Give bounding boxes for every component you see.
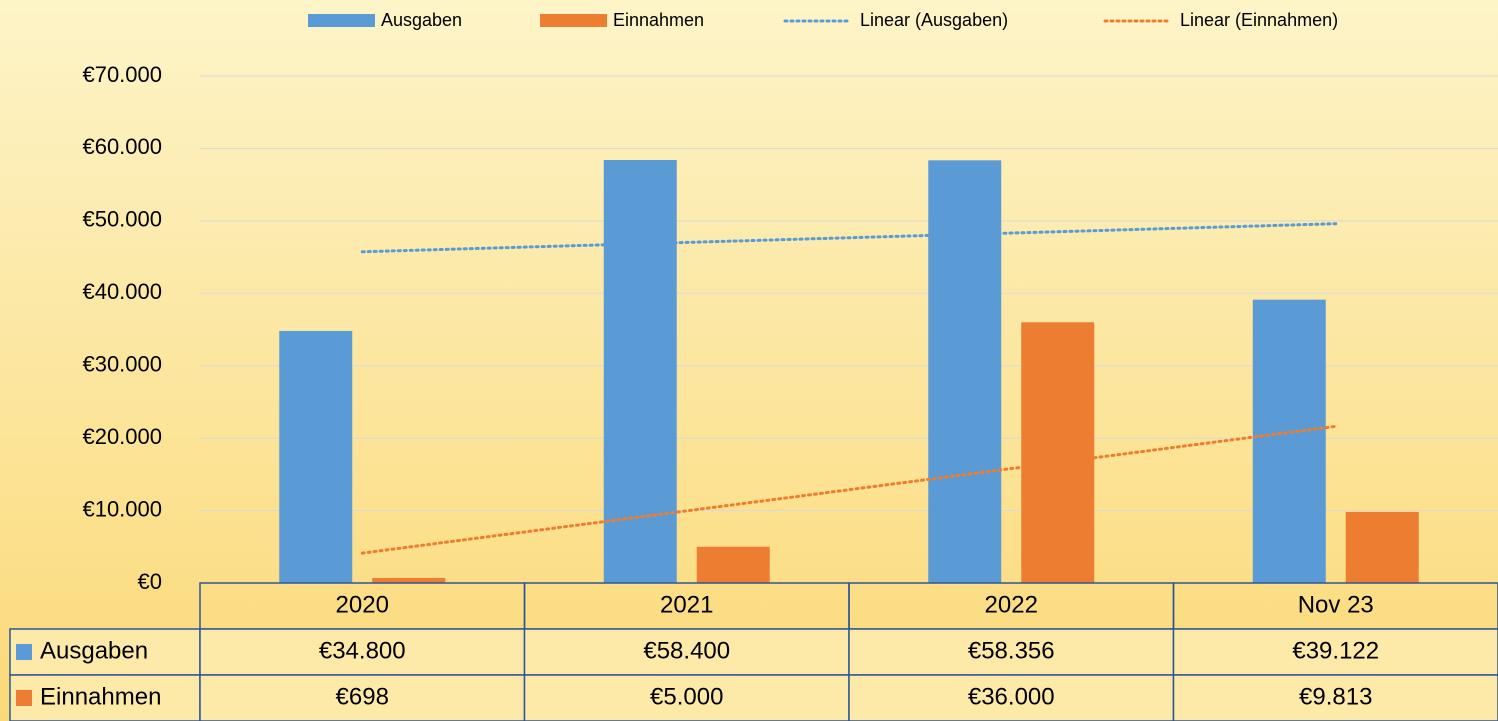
- bar: [696, 546, 770, 583]
- bar: [1345, 511, 1419, 583]
- table-cell: [1172, 628, 1498, 676]
- table-value: €9.813: [1299, 683, 1372, 710]
- table-header: 2020: [336, 591, 389, 618]
- legend-swatch: [308, 14, 375, 27]
- table-value: €36.000: [968, 683, 1055, 710]
- legend-swatch: [540, 14, 607, 27]
- bar: [603, 160, 677, 583]
- bar: [279, 330, 353, 583]
- legend-label: Ausgaben: [381, 10, 462, 30]
- table-row-label: Einnahmen: [40, 683, 161, 710]
- y-tick-label: €60.000: [82, 134, 162, 159]
- table-cell: [523, 628, 850, 676]
- table-cell: [848, 674, 1175, 721]
- table-value: €39.122: [1292, 637, 1379, 664]
- table-header: Nov 23: [1298, 591, 1374, 618]
- y-tick-label: €50.000: [82, 207, 162, 232]
- y-tick-label: €0: [138, 569, 162, 594]
- y-tick-label: €10.000: [82, 496, 162, 521]
- table-cell: [1172, 674, 1498, 721]
- table-key: [16, 690, 32, 706]
- table-value: €58.356: [968, 637, 1055, 664]
- table-value: €5.000: [650, 683, 723, 710]
- legend-label: Linear (Einnahmen): [1180, 10, 1338, 30]
- table-value: €698: [336, 683, 389, 710]
- table-cell: [848, 628, 1175, 676]
- y-tick-label: €20.000: [82, 424, 162, 449]
- table-cell: [523, 674, 850, 721]
- table-cell: [199, 674, 526, 721]
- table-cell: [199, 628, 526, 676]
- table-cell: [9, 674, 201, 721]
- legend-label: Linear (Ausgaben): [860, 10, 1008, 30]
- bar: [928, 160, 1002, 584]
- table-key: [16, 644, 32, 660]
- bar: [1252, 299, 1326, 583]
- y-tick-label: €40.000: [82, 279, 162, 304]
- trendline: [360, 222, 1338, 254]
- table-value: €34.800: [319, 637, 406, 664]
- table-row-label: Ausgaben: [40, 637, 148, 664]
- y-tick-label: €70.000: [82, 62, 162, 87]
- table-header: 2021: [660, 591, 713, 618]
- y-tick-label: €30.000: [82, 352, 162, 377]
- table-value: €58.400: [643, 637, 730, 664]
- legend-label: Einnahmen: [613, 10, 704, 30]
- trendline: [360, 424, 1338, 555]
- table-header: 2022: [985, 591, 1038, 618]
- bar: [372, 577, 446, 583]
- table-cell: [9, 628, 201, 676]
- bar: [1021, 322, 1095, 583]
